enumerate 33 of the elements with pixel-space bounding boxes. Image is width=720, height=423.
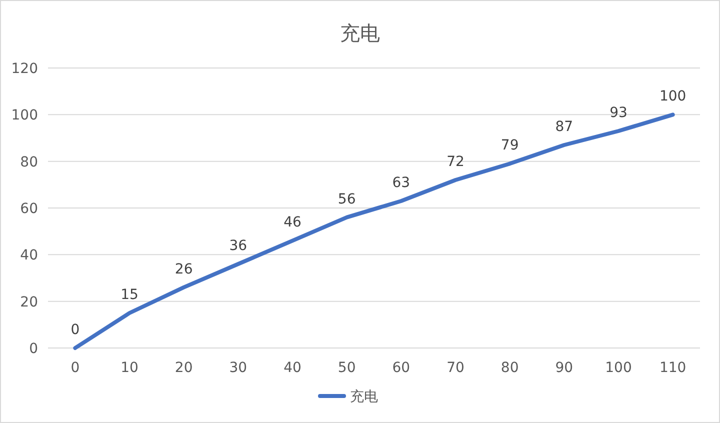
chart-title: 充电 bbox=[340, 21, 380, 45]
x-tick-label: 50 bbox=[338, 360, 356, 376]
y-tick-label: 120 bbox=[11, 61, 38, 77]
x-tick-label: 40 bbox=[284, 360, 302, 376]
data-label: 63 bbox=[392, 175, 410, 191]
x-tick-label: 110 bbox=[659, 360, 686, 376]
data-label: 93 bbox=[610, 105, 628, 121]
data-label: 100 bbox=[659, 88, 686, 105]
data-label: 87 bbox=[555, 119, 574, 135]
data-label: 46 bbox=[284, 214, 302, 231]
data-label: 15 bbox=[120, 287, 138, 303]
x-tick-label: 70 bbox=[446, 360, 464, 376]
x-tick-label: 30 bbox=[229, 360, 248, 376]
y-tick-label: 100 bbox=[11, 108, 38, 124]
data-label: 0 bbox=[70, 322, 80, 338]
data-label: 79 bbox=[500, 138, 519, 154]
data-label: 36 bbox=[229, 238, 248, 254]
y-tick-label: 60 bbox=[20, 201, 38, 217]
x-tick-label: 60 bbox=[392, 360, 410, 376]
x-tick-label: 10 bbox=[120, 360, 138, 376]
y-tick-label: 0 bbox=[29, 341, 38, 357]
x-tick-label: 90 bbox=[555, 360, 574, 376]
y-tick-label: 80 bbox=[20, 154, 38, 170]
data-label: 56 bbox=[338, 191, 356, 208]
x-tick-label: 0 bbox=[70, 360, 80, 376]
y-tick-label: 40 bbox=[20, 248, 38, 264]
legend-label: 充电 bbox=[350, 389, 378, 405]
data-label: 72 bbox=[446, 154, 464, 170]
y-tick-label: 20 bbox=[20, 294, 38, 310]
x-tick-label: 20 bbox=[174, 360, 193, 376]
x-tick-label: 100 bbox=[605, 360, 632, 376]
x-tick-label: 80 bbox=[500, 360, 519, 376]
data-label: 26 bbox=[174, 261, 193, 278]
